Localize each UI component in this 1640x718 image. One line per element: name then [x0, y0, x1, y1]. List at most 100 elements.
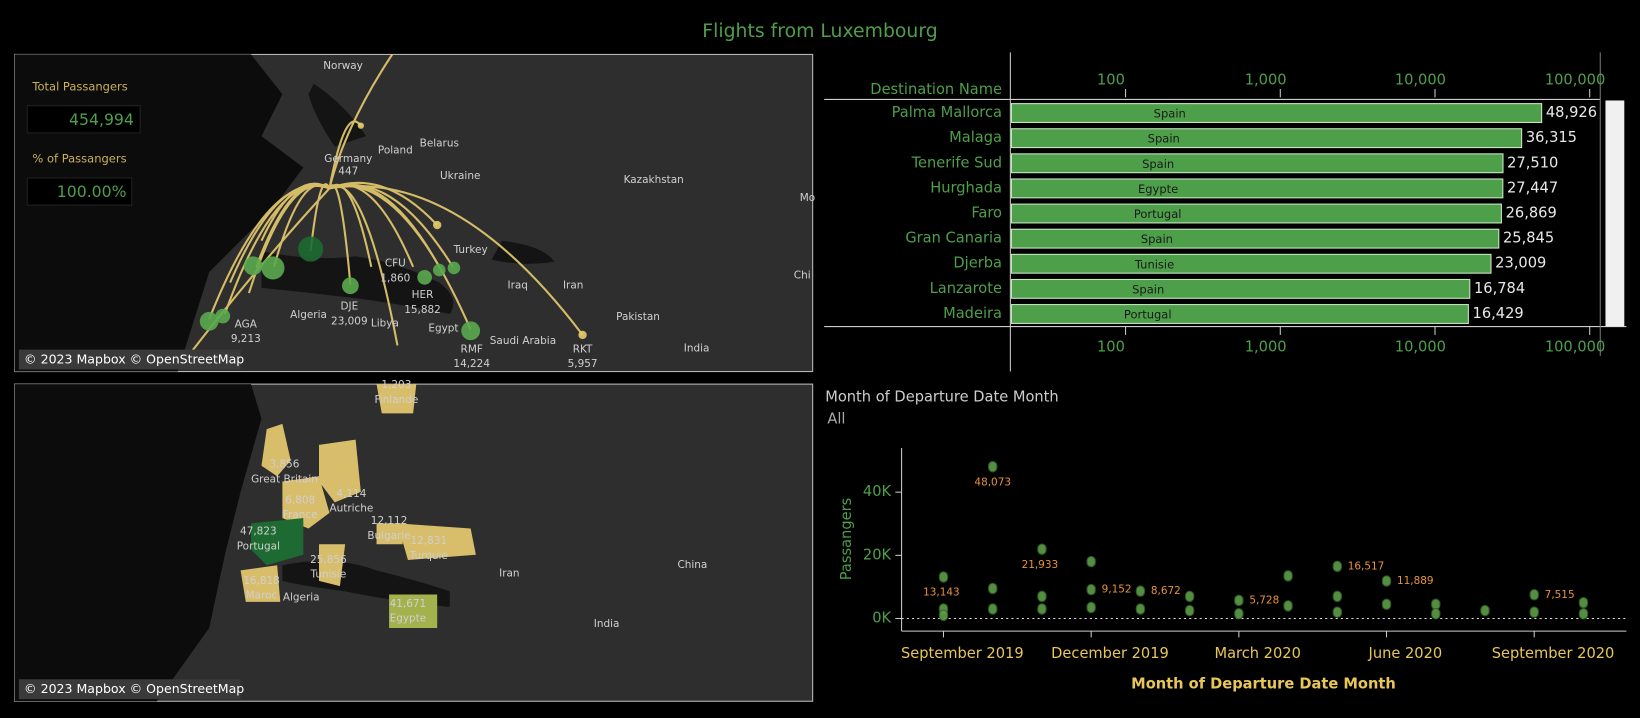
country-passengers: 1,203: [381, 379, 411, 391]
y-tick-label: 20K: [863, 546, 892, 563]
airport-dot: [461, 321, 481, 341]
point: [1234, 594, 1244, 607]
kpi-box: [26, 177, 133, 206]
country-passengers: 16,818: [243, 575, 280, 587]
country-map[interactable]: [14, 383, 814, 702]
place-label: Poland: [378, 145, 413, 157]
scrollbar[interactable]: [1605, 100, 1625, 327]
place-label: Mo: [800, 192, 815, 204]
x-axis-label: Month of Departure Date Month: [1131, 676, 1396, 693]
route: [329, 181, 438, 226]
attribution-box: [18, 679, 241, 700]
place-label: Ukraine: [440, 170, 480, 182]
y-tick-label: 40K: [863, 483, 892, 500]
bar-country: Spain: [1132, 282, 1164, 296]
place-label: Iran: [563, 280, 583, 292]
y-axis-label: Passangers: [838, 498, 855, 581]
value-label: 8,672: [1151, 585, 1181, 597]
place-label: Norway: [323, 60, 363, 72]
point: [1332, 606, 1343, 618]
value-label: 25,845: [1503, 230, 1554, 247]
country-name: Autriche: [329, 503, 373, 515]
airport-dot: [433, 220, 442, 230]
bar: [1010, 203, 1502, 224]
airport-dot: [243, 256, 263, 276]
airport-dot: [417, 270, 432, 285]
point: [1529, 589, 1539, 601]
route: [328, 185, 399, 346]
airport-dot: [433, 263, 446, 277]
category-label: Djerba: [953, 255, 1002, 272]
bar-country: Spain: [1142, 157, 1174, 171]
country-passengers: 12,831: [411, 535, 448, 547]
value-label: 27,447: [1507, 179, 1558, 196]
point: [1381, 598, 1392, 611]
region-maroc: [240, 565, 281, 602]
bar-country: Spain: [1154, 107, 1186, 121]
y-tick-label: 0K: [872, 609, 891, 626]
point: [1037, 590, 1047, 603]
value-label: 7,515: [1545, 589, 1575, 601]
airport-dot: [261, 256, 285, 280]
airport-dot: [357, 122, 364, 129]
category-label: Hurghada: [930, 179, 1002, 196]
kpi-value: 100.00%: [57, 182, 127, 201]
region-finlande: [376, 384, 417, 414]
country-name: Portugal: [237, 540, 280, 552]
point: [988, 460, 998, 473]
airport-dot: [215, 308, 231, 324]
point: [988, 603, 998, 615]
place-label: Algeria: [290, 309, 327, 321]
point: [1480, 604, 1490, 617]
airport-code: HER: [412, 289, 434, 301]
value-label: 36,315: [1526, 129, 1577, 146]
kpi-value: 454,994: [69, 110, 134, 129]
value-label: 9,152: [1102, 584, 1132, 596]
point: [988, 582, 998, 595]
region-tunisie: [319, 544, 346, 587]
country-name: Finlande: [375, 394, 419, 406]
point: [1283, 570, 1293, 582]
x-tick-label: 100: [1097, 338, 1125, 355]
point: [1086, 555, 1096, 568]
place-label: Algeria: [283, 592, 320, 604]
attribution-box: [18, 349, 241, 370]
country-passengers: 41,671: [390, 598, 427, 610]
category-label: Palma Mallorca: [892, 104, 1002, 121]
point: [1332, 560, 1343, 573]
route: [329, 185, 584, 336]
x-tick-label: June 2020: [1368, 645, 1443, 662]
region-iberia: [251, 518, 304, 566]
place-label: Iraq: [508, 280, 528, 292]
point: [1184, 604, 1195, 617]
region-turquie: [397, 523, 476, 560]
value-label: 16,429: [1473, 305, 1524, 322]
value-label: 48,073: [974, 476, 1011, 488]
point: [1431, 598, 1441, 611]
airport-code: RKT: [573, 344, 593, 356]
point: [1037, 543, 1047, 555]
place-label: Iran: [499, 568, 519, 580]
country-name: France: [283, 509, 318, 521]
point: [1086, 601, 1096, 614]
bar: [1010, 253, 1492, 274]
route-map[interactable]: [14, 53, 814, 373]
kpi-box: [26, 105, 141, 134]
x-tick-label: 100: [1097, 72, 1125, 89]
airport-code: RMF: [461, 344, 483, 356]
airport-dot: [298, 236, 324, 262]
point: [1234, 608, 1244, 620]
attribution: © 2023 Mapbox © OpenStreetMap: [24, 681, 244, 696]
x-tick-label: 1,000: [1245, 338, 1287, 355]
bar: [1010, 128, 1523, 149]
attribution: © 2023 Mapbox © OpenStreetMap: [24, 352, 244, 367]
bar-country: Egypte: [1138, 182, 1178, 196]
airport-passengers: 14,224: [453, 358, 490, 370]
route: [328, 120, 362, 189]
bar: [1010, 278, 1471, 299]
airport-dot: [447, 261, 461, 275]
value-label: 21,933: [1022, 559, 1059, 571]
sea: [14, 384, 262, 702]
place-label: Egypt: [428, 323, 458, 335]
region-egypte: [389, 594, 438, 628]
